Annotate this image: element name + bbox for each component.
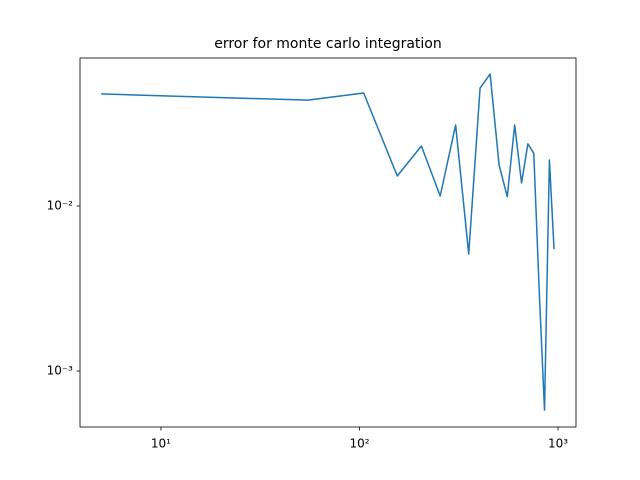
- x-tick-label: 10¹: [151, 437, 171, 451]
- y-tick-label: 10⁻³: [47, 364, 74, 378]
- line-series: [101, 73, 555, 411]
- y-tick-label: 10⁻²: [47, 199, 74, 213]
- chart-title: error for monte carlo integration: [214, 36, 442, 52]
- x-tick-label: 10³: [548, 437, 568, 451]
- axes-frame: [79, 57, 577, 428]
- x-tick-label: 10²: [349, 437, 369, 451]
